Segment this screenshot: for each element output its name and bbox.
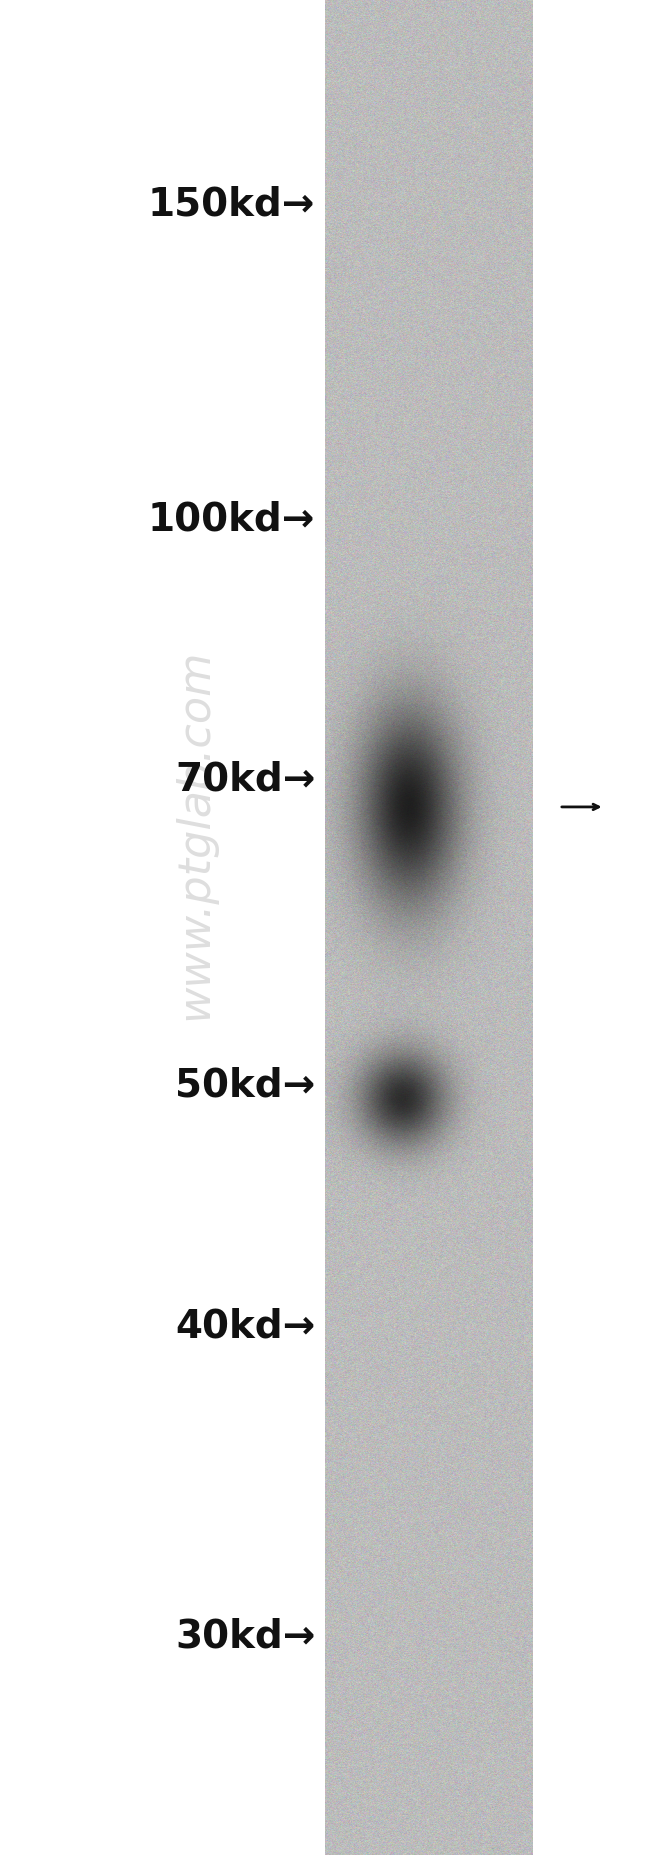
Text: 100kd→: 100kd→ — [148, 501, 315, 538]
Text: 40kd→: 40kd→ — [175, 1308, 315, 1345]
Text: 30kd→: 30kd→ — [175, 1618, 315, 1655]
Text: www.ptglab.com: www.ptglab.com — [174, 649, 216, 1020]
Text: 50kd→: 50kd→ — [175, 1067, 315, 1104]
Text: 70kd→: 70kd→ — [175, 761, 315, 798]
Text: 150kd→: 150kd→ — [148, 186, 315, 223]
